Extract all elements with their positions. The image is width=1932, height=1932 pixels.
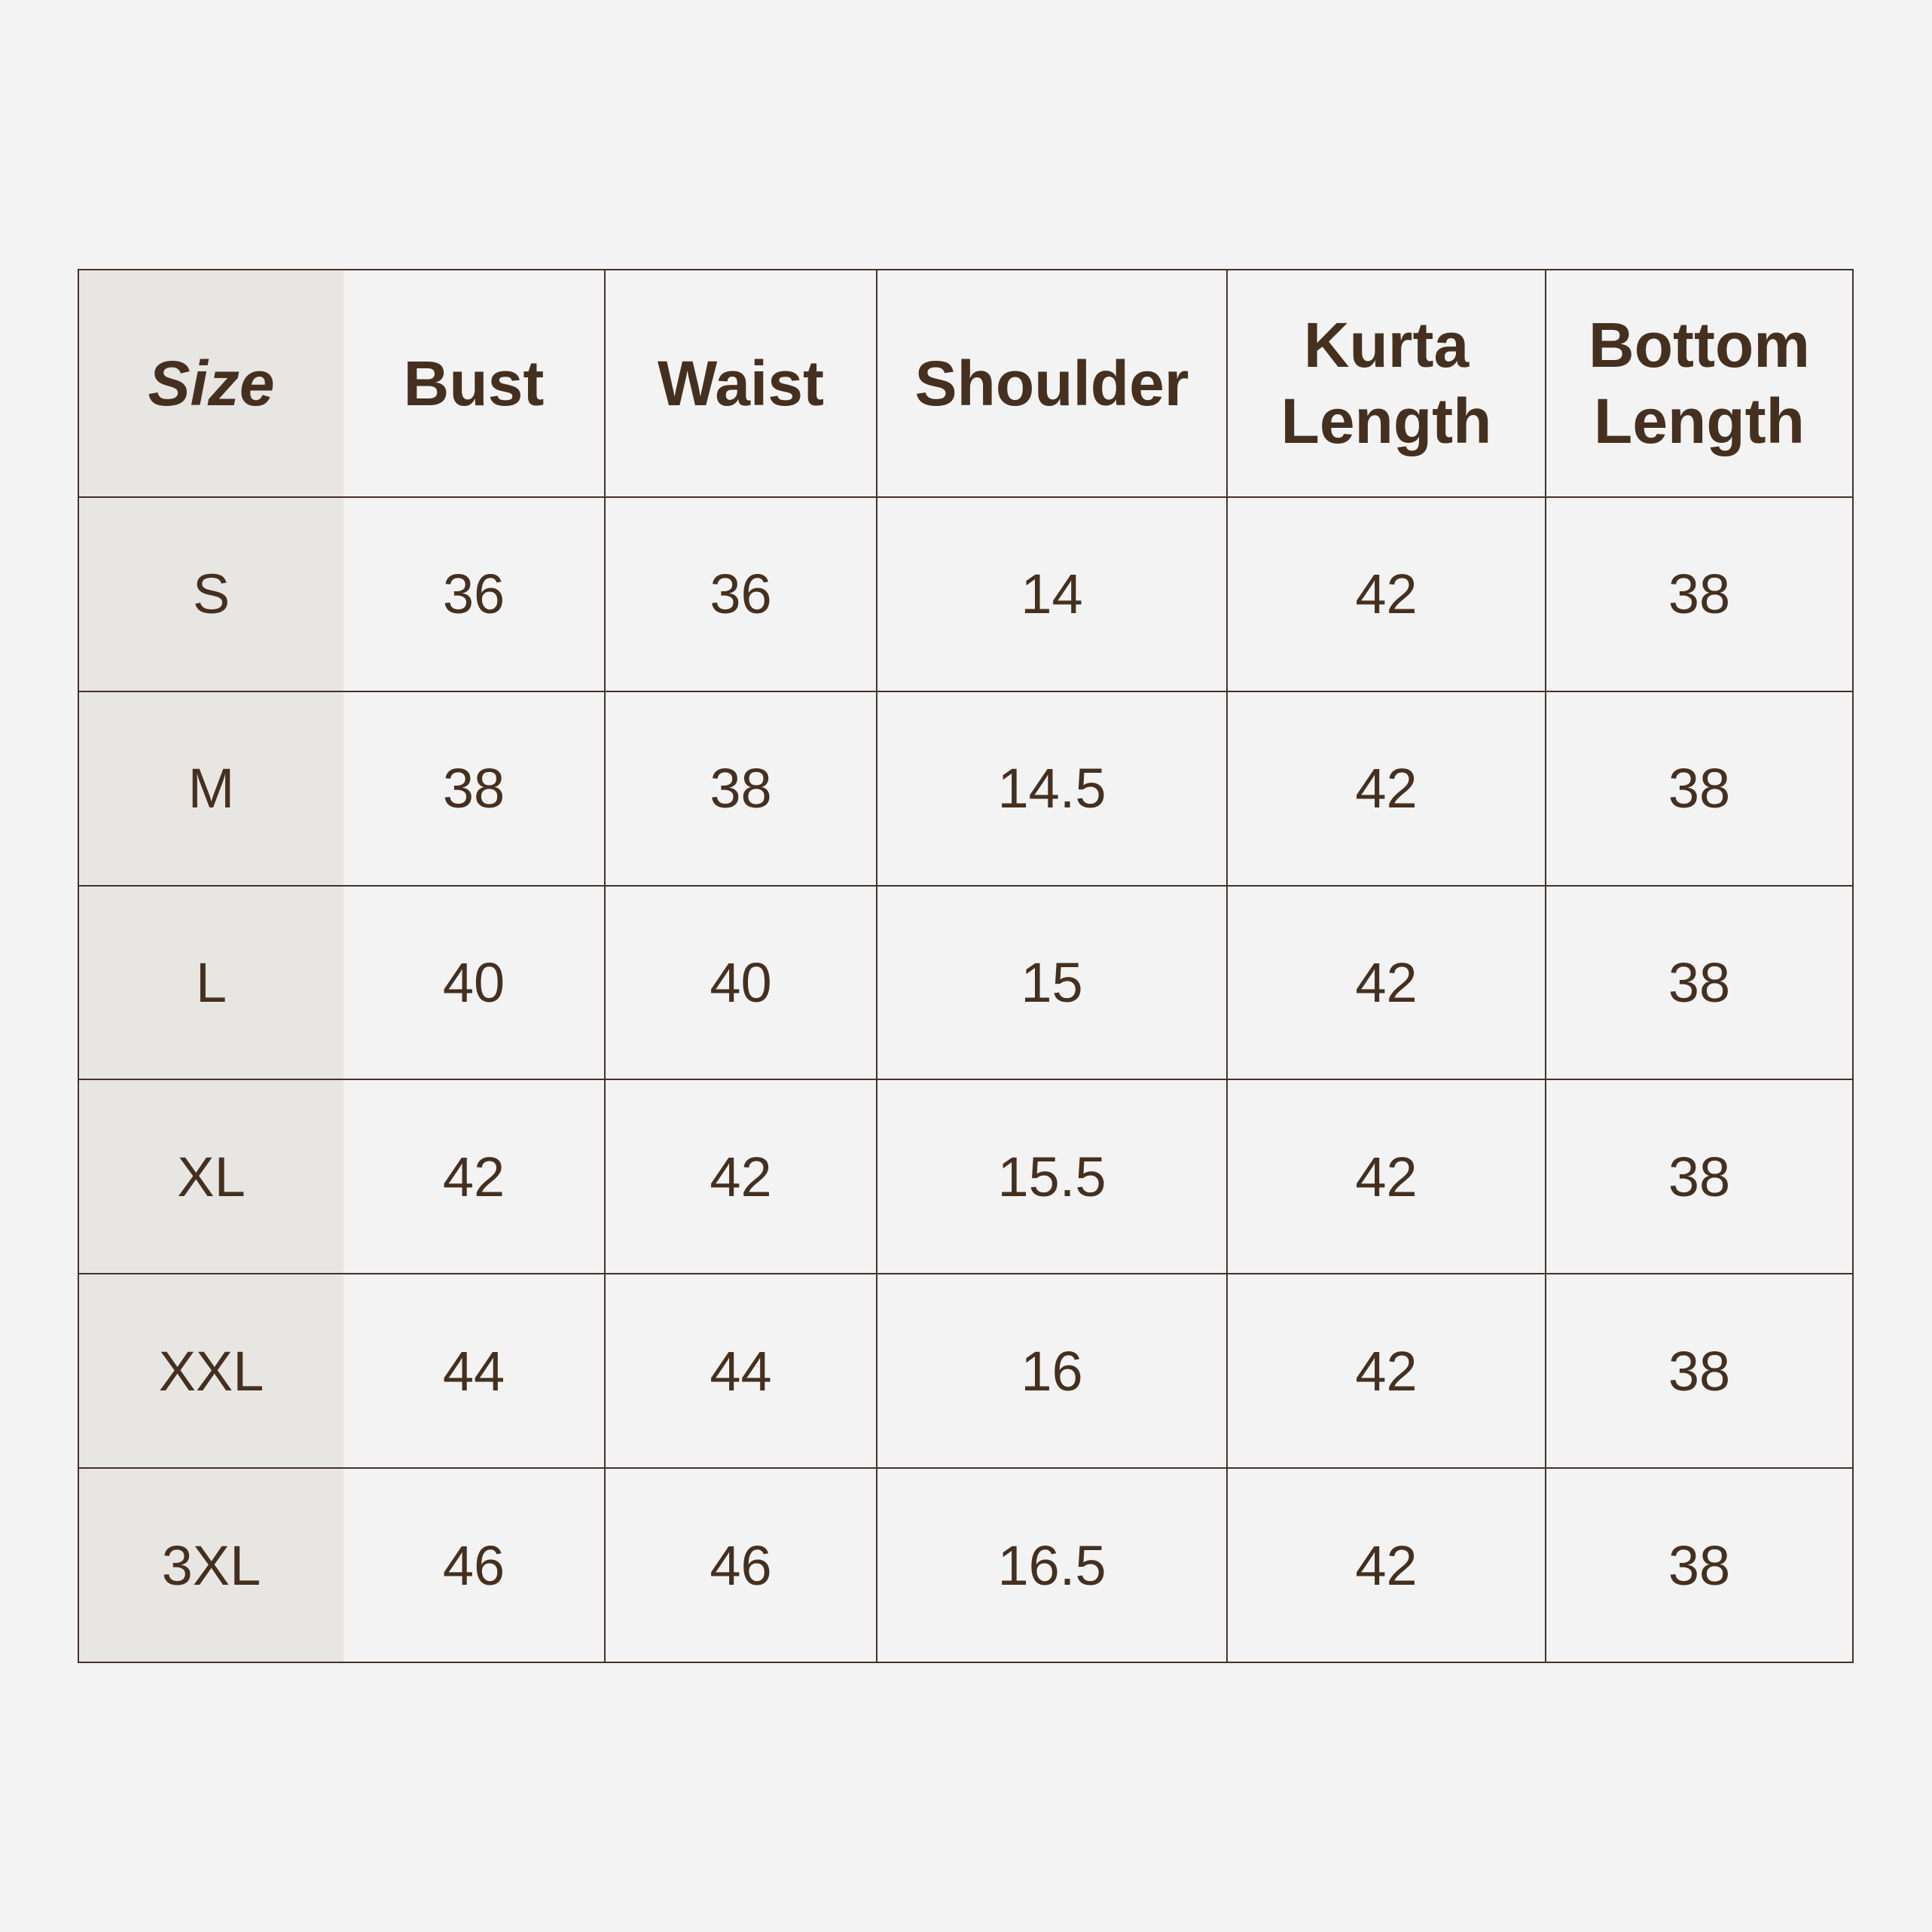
- cell-shoulder: 14: [876, 496, 1228, 692]
- cell-waist: 38: [604, 690, 877, 887]
- cell-shoulder: 15.5: [876, 1079, 1228, 1275]
- cell-kurta-length: 42: [1226, 884, 1546, 1081]
- cell-shoulder: 15: [876, 884, 1228, 1081]
- cell-kurta-length: 42: [1226, 1467, 1546, 1663]
- cell-shoulder: 14.5: [876, 690, 1228, 887]
- cell-size: M: [78, 690, 343, 887]
- table-row: XXL 44 44 16 42 38: [78, 1273, 1854, 1470]
- cell-bust: 42: [343, 1079, 606, 1275]
- table-row: M 38 38 14.5 42 38: [78, 690, 1854, 887]
- table-row: 3XL 46 46 16.5 42 38: [78, 1467, 1854, 1663]
- cell-bust: 46: [343, 1467, 606, 1663]
- cell-bottom-length: 38: [1545, 1467, 1854, 1663]
- cell-kurta-length: 42: [1226, 496, 1546, 692]
- cell-size: L: [78, 884, 343, 1081]
- cell-waist: 44: [604, 1273, 877, 1470]
- header-kurta-length: Kurta Length: [1226, 269, 1546, 498]
- size-chart-table: Size Bust Waist Shoulder Kurta Length Bo…: [78, 269, 1854, 1663]
- cell-bust: 40: [343, 884, 606, 1081]
- cell-bust: 36: [343, 496, 606, 692]
- cell-bottom-length: 38: [1545, 1273, 1854, 1470]
- cell-bottom-length: 38: [1545, 1079, 1854, 1275]
- table-row: XL 42 42 15.5 42 38: [78, 1079, 1854, 1275]
- cell-waist: 46: [604, 1467, 877, 1663]
- cell-kurta-length: 42: [1226, 1079, 1546, 1275]
- header-size: Size: [78, 269, 343, 498]
- cell-size: 3XL: [78, 1467, 343, 1663]
- header-bust: Bust: [343, 269, 606, 498]
- header-bottom-length: Bottom Length: [1545, 269, 1854, 498]
- header-shoulder: Shoulder: [876, 269, 1228, 498]
- header-row: Size Bust Waist Shoulder Kurta Length Bo…: [78, 269, 1854, 498]
- cell-size: XL: [78, 1079, 343, 1275]
- cell-shoulder: 16: [876, 1273, 1228, 1470]
- cell-waist: 42: [604, 1079, 877, 1275]
- cell-waist: 36: [604, 496, 877, 692]
- table-row: L 40 40 15 42 38: [78, 884, 1854, 1081]
- cell-bottom-length: 38: [1545, 496, 1854, 692]
- header-waist: Waist: [604, 269, 877, 498]
- cell-bust: 38: [343, 690, 606, 887]
- cell-kurta-length: 42: [1226, 690, 1546, 887]
- cell-bust: 44: [343, 1273, 606, 1470]
- cell-shoulder: 16.5: [876, 1467, 1228, 1663]
- cell-bottom-length: 38: [1545, 690, 1854, 887]
- cell-size: S: [78, 496, 343, 692]
- cell-bottom-length: 38: [1545, 884, 1854, 1081]
- cell-size: XXL: [78, 1273, 343, 1470]
- table-row: S 36 36 14 42 38: [78, 496, 1854, 692]
- cell-waist: 40: [604, 884, 877, 1081]
- cell-kurta-length: 42: [1226, 1273, 1546, 1470]
